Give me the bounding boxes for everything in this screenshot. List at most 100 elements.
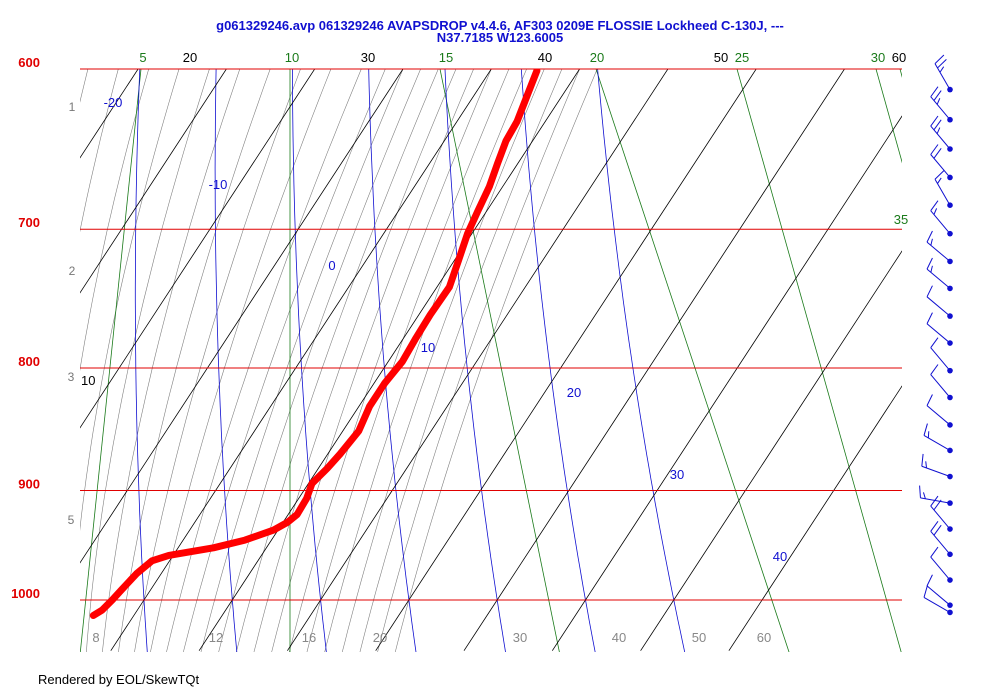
isotherm-label: 20: [183, 50, 197, 65]
isotherm-line: [80, 69, 316, 429]
wind-barb: [930, 86, 953, 123]
wet-bulb-label: 40: [612, 630, 626, 645]
wind-barb: [923, 423, 953, 454]
moist-adiabat-line: [150, 69, 332, 652]
moist-adiabat-line: [236, 69, 439, 652]
wind-barb: [930, 115, 953, 152]
moist-adiabat-line: [80, 69, 119, 233]
mixing-ratio-label: 5: [139, 50, 146, 65]
wind-barb: [930, 495, 953, 532]
dry-adiabat-line: [368, 69, 417, 652]
moist-adiabat-line: [271, 69, 474, 652]
dry-adiabat-label: 10: [421, 340, 435, 355]
mixing-ratio-line: [80, 69, 142, 652]
isotherm-line: [640, 250, 902, 651]
mixing-ratio-line: [439, 69, 560, 652]
pressure-lines: [80, 68, 902, 601]
altitude-km-label: 5: [68, 513, 75, 527]
mixing-ratio-label: 20: [590, 50, 604, 65]
wind-barb: [930, 521, 953, 558]
isotherm-line: [375, 69, 757, 651]
moist-adiabat-line: [183, 69, 386, 652]
wind-barb: [926, 574, 953, 608]
mixing-ratio-label: 25: [735, 50, 749, 65]
wind-barb: [926, 230, 953, 265]
mixing-ratio-lines: [80, 69, 902, 652]
moist-adiabat-line: [102, 69, 241, 652]
wind-barb: [930, 546, 953, 583]
wind-barb: [930, 364, 953, 401]
isotherm-line: [728, 385, 902, 651]
isotherm-line: [287, 69, 669, 651]
wind-barb: [930, 200, 953, 237]
mixing-ratio-line: [736, 69, 902, 652]
isotherm-line: [463, 69, 845, 651]
mixing-ratio-label: 35: [894, 212, 908, 227]
moist-adiabat-line: [134, 69, 301, 652]
temperature-trace: [89, 69, 541, 619]
pressure-label: 600: [18, 55, 40, 70]
sounding-traces: [0, 69, 541, 619]
dry-adiabat-label: 20: [567, 385, 581, 400]
dry-adiabat-line: [214, 69, 238, 652]
pressure-label: 1000: [11, 586, 40, 601]
isotherm-line: [0, 0, 97, 651]
wind-barb: [934, 54, 953, 93]
wet-bulb-label: 60: [757, 630, 771, 645]
dry-adiabat-line: [444, 69, 506, 652]
renderer-credit: Rendered by EOL/SkewTQt: [38, 672, 200, 687]
wind-barbs: [919, 54, 953, 616]
moist-adiabat-line: [0, 0, 12, 661]
wet-bulb-label: 16: [302, 630, 316, 645]
moist-adiabat-line: [80, 69, 150, 372]
wind-barb: [921, 453, 953, 480]
moist-adiabat-line: [253, 69, 457, 652]
pressure-label: 700: [18, 215, 40, 230]
isotherm-label: 10: [81, 373, 95, 388]
moist-adiabat-line: [288, 69, 492, 652]
moist-adiabat-line: [324, 69, 527, 652]
altitude-km-label: 2: [69, 264, 76, 278]
moist-adiabat-line: [377, 69, 580, 652]
dry-adiabat-line: [597, 69, 686, 652]
altitude-km-label: 3: [68, 370, 75, 384]
dry-adiabat-label: 30: [670, 467, 684, 482]
wind-barb: [926, 312, 953, 346]
isotherm-line: [110, 69, 492, 651]
isotherm-label: 30: [361, 50, 375, 65]
moist-adiabat-line: [1, 0, 75, 661]
altitude-km-label: 1: [69, 100, 76, 114]
isotherm-line: [0, 0, 8, 651]
dry-adiabat-label: -10: [209, 177, 228, 192]
isotherm-label: 50: [714, 50, 728, 65]
moist-adiabats: [0, 0, 598, 661]
wind-barb: [926, 394, 953, 428]
wet-bulb-label: 30: [513, 630, 527, 645]
isotherm-line: [551, 115, 902, 651]
moist-adiabat-line: [166, 69, 362, 652]
dry-adiabat-line: [134, 69, 148, 652]
moist-adiabat-line: [0, 0, 44, 661]
wind-barb: [930, 337, 953, 374]
moist-adiabat-line: [80, 69, 180, 532]
dewpoint-trace: [0, 372, 53, 616]
wet-bulb-label: 8: [92, 630, 99, 645]
wet-bulb-label: 50: [692, 630, 706, 645]
chart-title-line1: g061329246.avp 061329246 AVAPSDROP v4.4.…: [216, 18, 784, 33]
moist-adiabat-line: [394, 69, 598, 652]
isotherm-label: 40: [538, 50, 552, 65]
dry-adiabat-label: 40: [773, 549, 787, 564]
mixing-ratio-line: [875, 69, 902, 164]
wind-barb: [934, 170, 953, 209]
isotherm-label: 60: [892, 50, 906, 65]
wet-bulb-label: 20: [373, 630, 387, 645]
moist-adiabat-line: [80, 69, 89, 103]
isotherm-line: [80, 69, 404, 564]
moist-adiabat-line: [86, 69, 210, 652]
mixing-ratio-line: [899, 69, 902, 78]
isotherm-line: [198, 69, 581, 651]
pressure-label: 900: [18, 476, 40, 491]
isotherm-line: [80, 69, 227, 294]
